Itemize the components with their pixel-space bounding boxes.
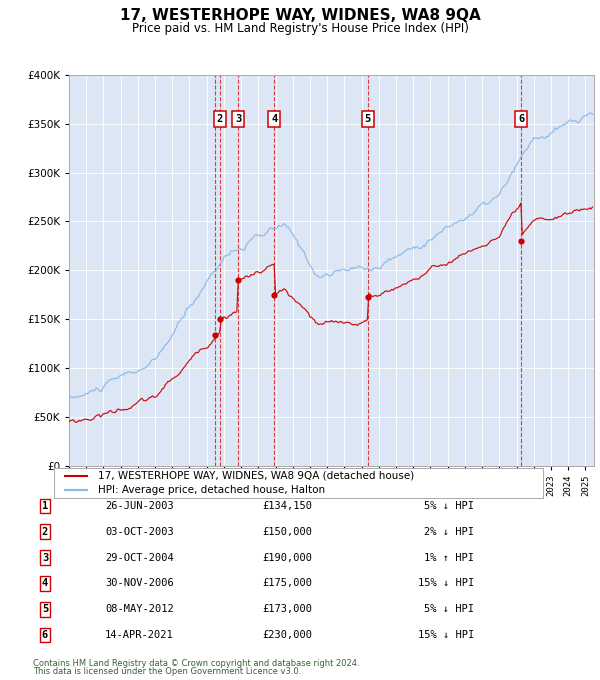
Text: Price paid vs. HM Land Registry's House Price Index (HPI): Price paid vs. HM Land Registry's House …	[131, 22, 469, 35]
Text: 2: 2	[217, 114, 223, 124]
Text: 6: 6	[42, 630, 48, 640]
Text: 4: 4	[271, 114, 277, 124]
Text: £134,150: £134,150	[262, 501, 312, 511]
Text: 1: 1	[42, 501, 48, 511]
Text: 3: 3	[235, 114, 241, 124]
Text: 5% ↓ HPI: 5% ↓ HPI	[424, 501, 474, 511]
Text: 17, WESTERHOPE WAY, WIDNES, WA8 9QA: 17, WESTERHOPE WAY, WIDNES, WA8 9QA	[119, 8, 481, 23]
Text: £173,000: £173,000	[262, 605, 312, 614]
Text: 1% ↑ HPI: 1% ↑ HPI	[424, 553, 474, 562]
Text: 6: 6	[518, 114, 524, 124]
Text: 5: 5	[365, 114, 371, 124]
Text: £230,000: £230,000	[262, 630, 312, 640]
Text: This data is licensed under the Open Government Licence v3.0.: This data is licensed under the Open Gov…	[33, 667, 301, 676]
Text: 08-MAY-2012: 08-MAY-2012	[105, 605, 174, 614]
Text: 15% ↓ HPI: 15% ↓ HPI	[418, 630, 474, 640]
Text: 15% ↓ HPI: 15% ↓ HPI	[418, 579, 474, 588]
Text: 4: 4	[42, 579, 48, 588]
Text: 17, WESTERHOPE WAY, WIDNES, WA8 9QA (detached house): 17, WESTERHOPE WAY, WIDNES, WA8 9QA (det…	[98, 471, 414, 481]
Text: HPI: Average price, detached house, Halton: HPI: Average price, detached house, Halt…	[98, 486, 325, 495]
Text: £175,000: £175,000	[262, 579, 312, 588]
Text: 2% ↓ HPI: 2% ↓ HPI	[424, 527, 474, 537]
Text: 03-OCT-2003: 03-OCT-2003	[105, 527, 174, 537]
Text: 2: 2	[42, 527, 48, 537]
Text: 26-JUN-2003: 26-JUN-2003	[105, 501, 174, 511]
Text: 14-APR-2021: 14-APR-2021	[105, 630, 174, 640]
Text: 5% ↓ HPI: 5% ↓ HPI	[424, 605, 474, 614]
Text: 29-OCT-2004: 29-OCT-2004	[105, 553, 174, 562]
Text: 3: 3	[42, 553, 48, 562]
Text: Contains HM Land Registry data © Crown copyright and database right 2024.: Contains HM Land Registry data © Crown c…	[33, 659, 359, 668]
Text: £190,000: £190,000	[262, 553, 312, 562]
Text: 5: 5	[42, 605, 48, 614]
Text: 30-NOV-2006: 30-NOV-2006	[105, 579, 174, 588]
Text: £150,000: £150,000	[262, 527, 312, 537]
